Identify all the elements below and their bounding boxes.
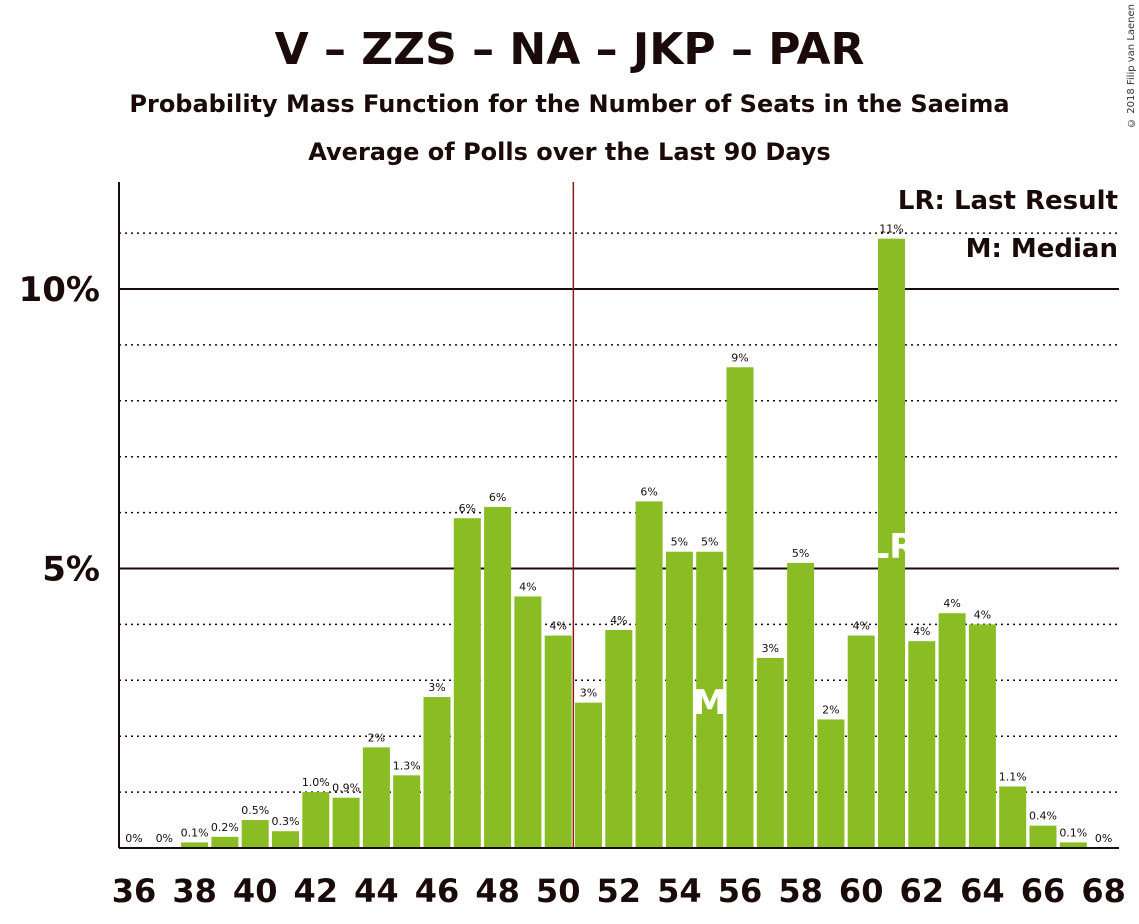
bar-seat-44: [362, 747, 390, 848]
x-tick-label: 62: [900, 872, 945, 910]
x-tick-label: 64: [960, 872, 1005, 910]
bar-value-label: 4%: [610, 614, 627, 627]
bar-seat-61: [878, 238, 905, 848]
x-tick-label: 48: [475, 872, 520, 910]
bar-seat-47: [453, 518, 481, 848]
bar-seat-54: [665, 551, 693, 848]
bar-value-label: 3%: [428, 681, 445, 694]
bars: [181, 238, 1087, 848]
bar-seat-43: [332, 797, 360, 848]
bar-seat-65: [999, 786, 1027, 848]
x-tick-label: 52: [597, 872, 642, 910]
bar-value-label: 0.5%: [241, 804, 269, 817]
bar-seat-51: [575, 702, 602, 848]
bar-seat-49: [514, 596, 542, 848]
bar-seat-60: [847, 635, 875, 848]
bar-value-label: 4%: [852, 620, 869, 633]
bar-seat-52: [605, 629, 633, 848]
bar-value-label: 0.3%: [272, 815, 300, 828]
bar-value-label: 4%: [913, 625, 930, 638]
bar-seat-67: [1059, 842, 1087, 848]
x-tick-label: 56: [718, 872, 763, 910]
y-tick-label: 10%: [19, 270, 100, 310]
bar-value-label: 5%: [671, 536, 688, 549]
bar-value-label: 4%: [549, 620, 566, 633]
bar-seat-42: [302, 792, 330, 848]
bar-seat-62: [908, 641, 936, 848]
x-tick-label: 38: [172, 872, 217, 910]
chart-subtitle-2: Average of Polls over the Last 90 Days: [308, 138, 831, 166]
x-tick-label: 60: [839, 872, 884, 910]
bar-value-label: 1.3%: [393, 759, 421, 772]
bar-value-label: 4%: [974, 608, 991, 621]
x-tick-label: 36: [112, 872, 157, 910]
median-marker: M: [693, 683, 727, 723]
x-tick-label: 68: [1081, 872, 1126, 910]
legend-last-result: LR: Last Result: [898, 186, 1118, 216]
bar-value-label: 6%: [489, 491, 506, 504]
y-tick-label: 5%: [42, 550, 100, 590]
bar-seat-57: [756, 657, 784, 848]
bar-value-label: 1.1%: [999, 771, 1027, 784]
x-tick-label: 46: [415, 872, 460, 910]
bar-seat-56: [726, 367, 754, 848]
bar-seat-63: [938, 613, 966, 848]
bar-value-label: 5%: [701, 536, 718, 549]
x-tick-label: 58: [778, 872, 823, 910]
bar-value-label: 2%: [368, 731, 385, 744]
bar-seat-55: [696, 551, 724, 848]
bar-value-label: 6%: [640, 485, 657, 498]
x-tick-label: 66: [1021, 872, 1066, 910]
x-tick-label: 44: [354, 872, 399, 910]
bar-seat-38: [181, 842, 209, 848]
bar-seat-40: [241, 820, 269, 848]
bar-value-label: 0.4%: [1029, 810, 1057, 823]
last-result-marker: LR: [868, 527, 916, 567]
bar-seat-64: [968, 624, 996, 848]
bar-value-label: 0.1%: [1059, 826, 1087, 839]
x-tick-label: 50: [536, 872, 581, 910]
bar-value-label: 2%: [822, 703, 839, 716]
x-tick-label: 54: [657, 872, 702, 910]
bar-value-label: 1.0%: [302, 776, 330, 789]
chart-subtitle: Probability Mass Function for the Number…: [129, 90, 1010, 118]
bar-value-label: 0.9%: [332, 782, 360, 795]
bar-seat-48: [484, 507, 512, 848]
bar-value-label: 4%: [519, 580, 536, 593]
bar-value-label: 0%: [125, 832, 142, 845]
bar-labels: 0% 0% 0.1% 0.2%0.5%0.3%1.0% 0.9%2%1.3%3%6%6%…: [125, 223, 1112, 845]
bar-value-label: 0.1%: [181, 826, 209, 839]
bar-seat-59: [817, 719, 845, 848]
bar-seat-53: [635, 501, 663, 848]
bar-seat-50: [544, 635, 572, 848]
bar-value-label: 5%: [792, 547, 809, 560]
bar-value-label: 4%: [943, 597, 960, 610]
bar-value-label: 6%: [459, 502, 476, 515]
legend: LR: Last Result M: Median: [898, 186, 1118, 264]
bar-seat-39: [211, 836, 239, 848]
bar-value-label: 0%: [1095, 832, 1112, 845]
x-tick-label: 42: [294, 872, 339, 910]
bar-value-label: 0.2%: [211, 821, 239, 834]
bar-value-label: 9%: [731, 351, 748, 364]
bar-seat-66: [1029, 825, 1057, 848]
axes: 5% 10% 36 38 40 42 44 46 48 50 52 54 56 58 60 62 64 66 68 L…: [19, 182, 1126, 910]
bar-seat-58: [787, 562, 815, 848]
bar-value-label: 3%: [762, 642, 779, 655]
legend-median: M: Median: [966, 234, 1118, 264]
bar-value-label: 0%: [156, 832, 173, 845]
bar-value-label: 11%: [879, 223, 903, 236]
bar-value-label: 3%: [580, 687, 597, 700]
chart-title: V – ZZS – NA – JKP – PAR: [274, 24, 865, 75]
bar-seat-46: [423, 697, 451, 848]
bar-seat-45: [393, 775, 421, 848]
bar-seat-41: [272, 831, 299, 848]
x-tick-label: 40: [233, 872, 278, 910]
